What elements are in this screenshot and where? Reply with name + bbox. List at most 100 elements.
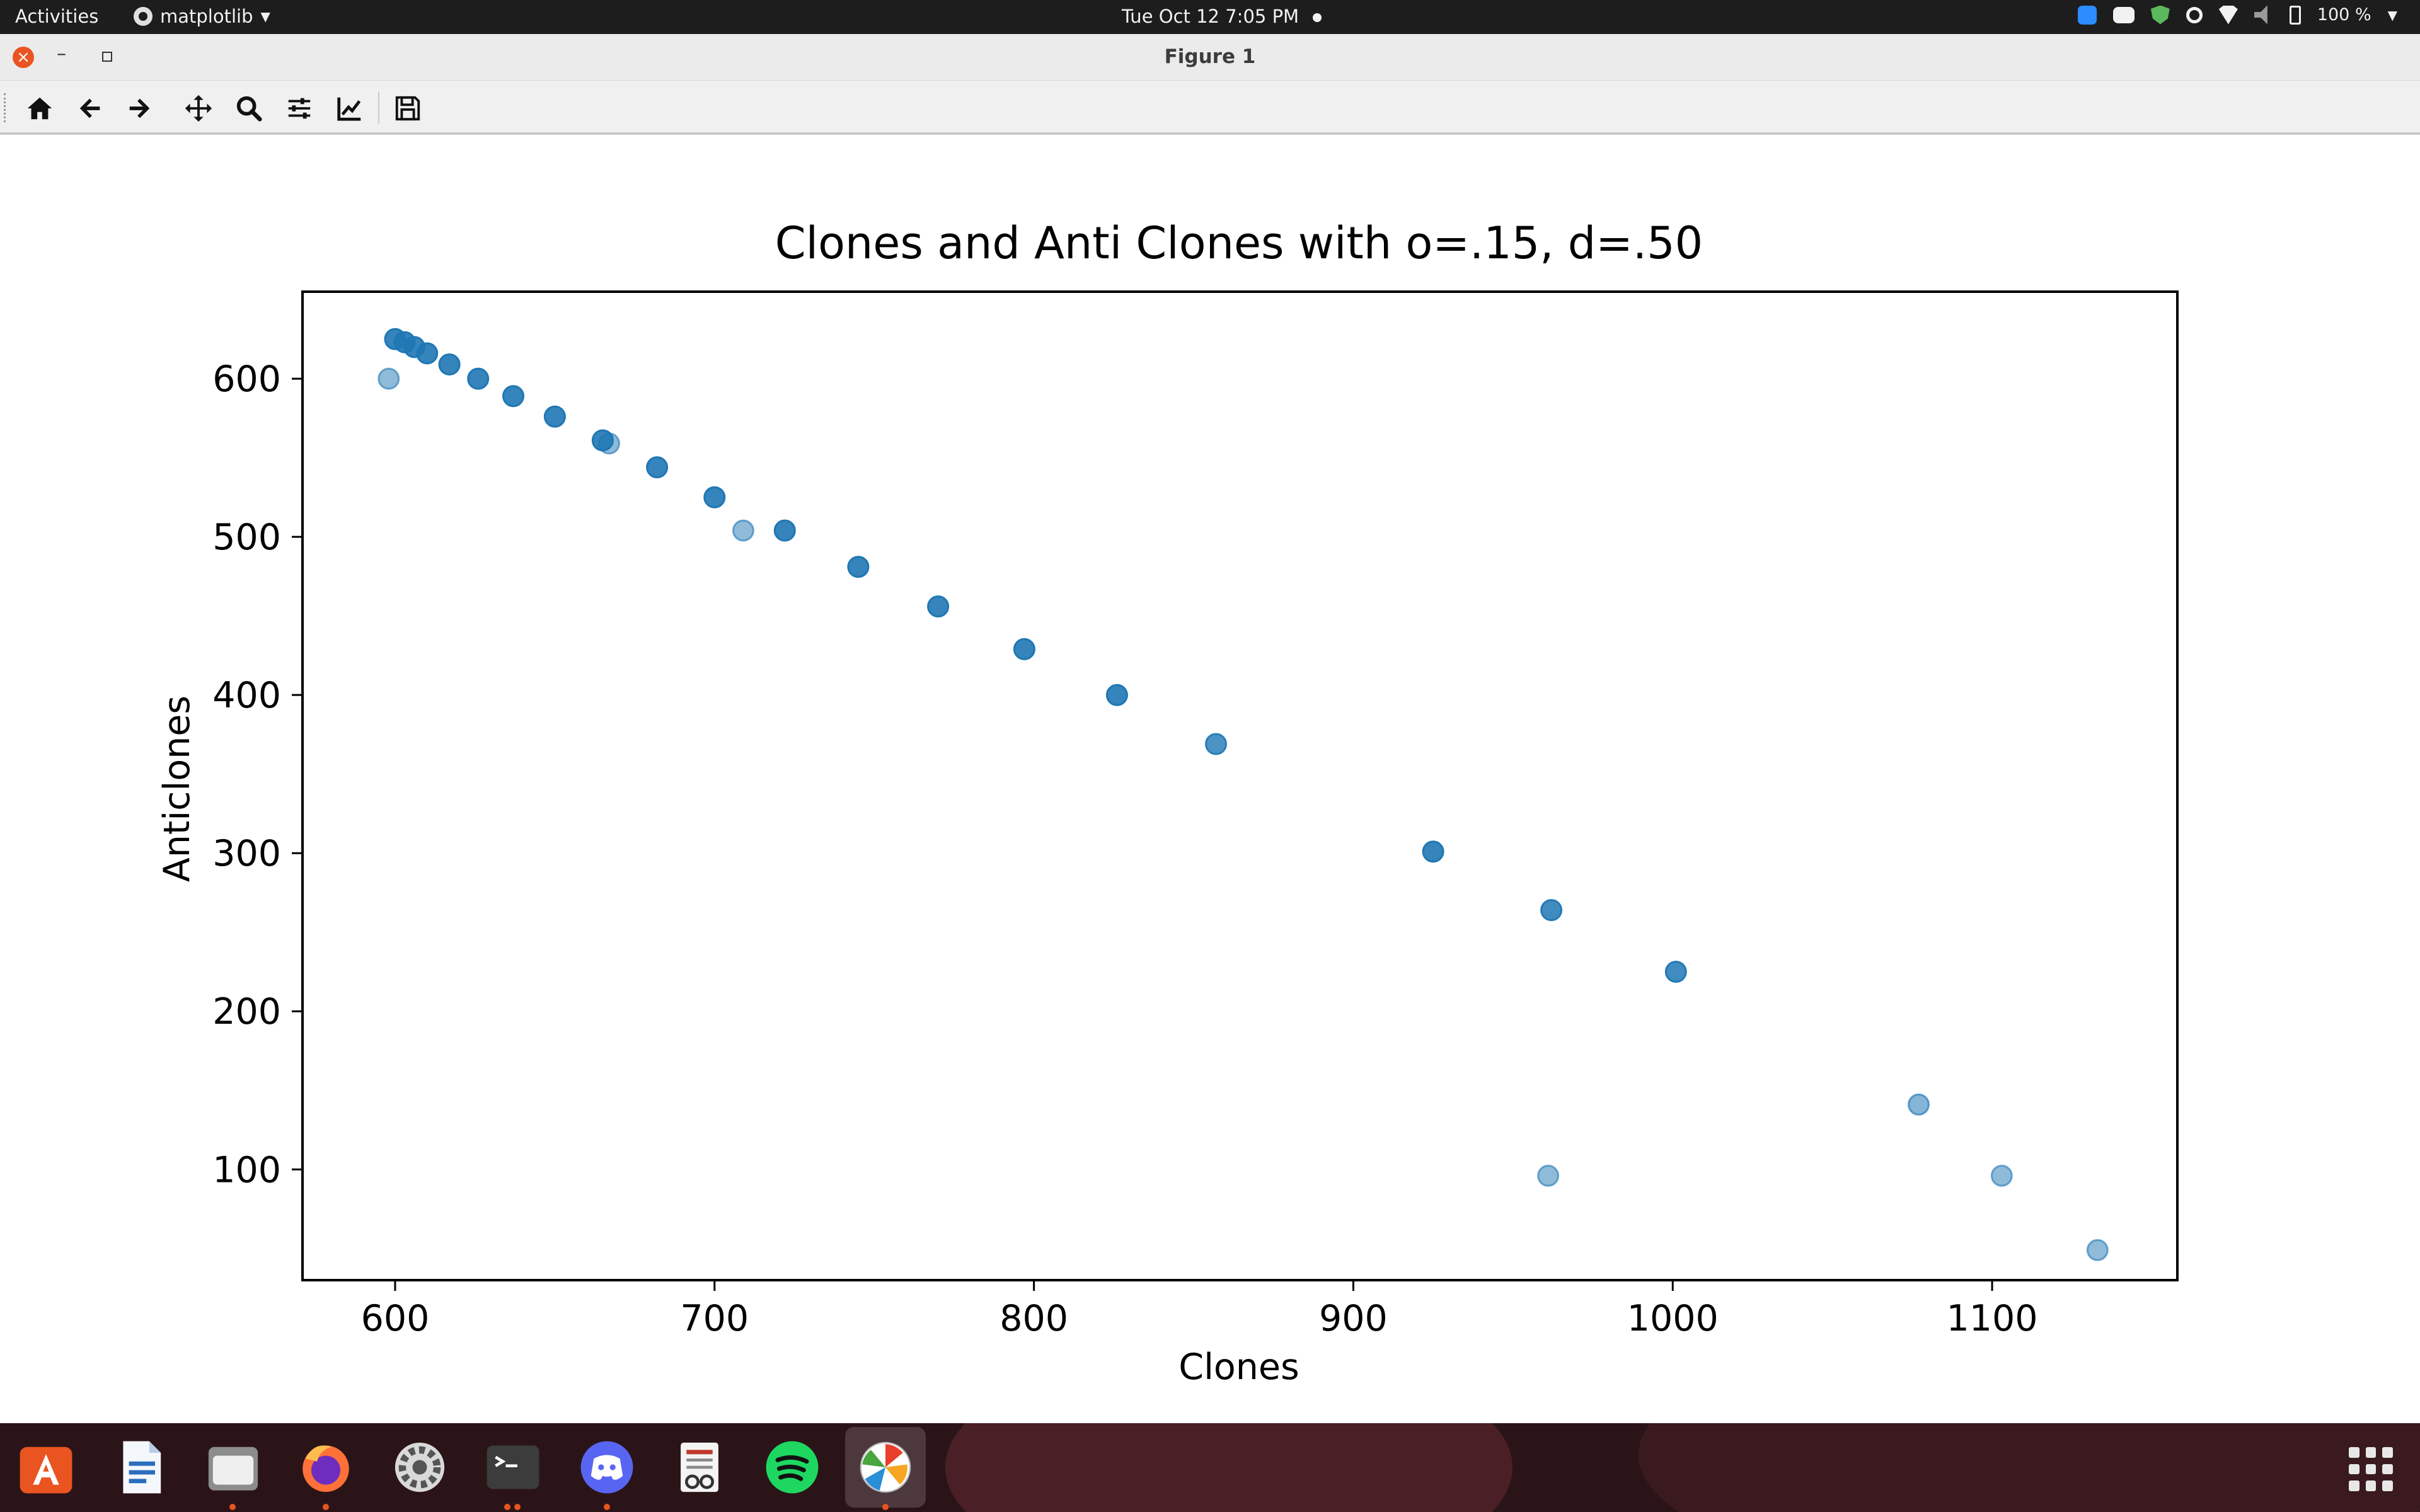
- data-point: [1537, 1164, 1560, 1187]
- settings-icon: [395, 1442, 445, 1492]
- wallpaper-shape: [1639, 1423, 2420, 1512]
- data-point: [703, 486, 726, 508]
- clock[interactable]: Tue Oct 12 7:05 PM: [1122, 6, 1299, 27]
- y-tick-label: 200: [212, 991, 281, 1033]
- dock-item-discord[interactable]: [575, 1436, 638, 1499]
- dock-item-terminal[interactable]: [481, 1436, 544, 1499]
- y-tick-label: 500: [212, 517, 281, 558]
- wifi-icon[interactable]: [2218, 5, 2238, 25]
- pan-icon: [185, 94, 212, 122]
- data-point: [377, 367, 400, 390]
- axes-frame: [301, 290, 2179, 1281]
- back-button[interactable]: [74, 93, 106, 124]
- files-icon: [208, 1446, 258, 1491]
- app-menu-label: matplotlib: [160, 6, 253, 27]
- edit-axis-icon: [337, 97, 361, 121]
- zoom-icon[interactable]: [2077, 5, 2097, 25]
- volume-icon[interactable]: [2254, 5, 2267, 25]
- data-point: [543, 405, 566, 428]
- home-button[interactable]: [24, 93, 55, 124]
- writer-icon: [123, 1441, 161, 1494]
- y-tick-label: 600: [212, 358, 281, 400]
- terminal-icon: [487, 1445, 539, 1489]
- configure-subplots-button[interactable]: [284, 93, 315, 124]
- x-tick-label: 800: [1000, 1298, 1068, 1339]
- maximize-icon[interactable]: [102, 52, 112, 62]
- running-indicator: [323, 1504, 329, 1510]
- dock-item-settings[interactable]: [388, 1436, 451, 1499]
- zoom-button[interactable]: [233, 93, 265, 124]
- app-menu[interactable]: matplotlib ▼: [134, 6, 270, 27]
- window-title-bar[interactable]: × – Figure 1: [0, 34, 2420, 81]
- y-tick-label: 300: [212, 833, 281, 874]
- dock-item-files[interactable]: [202, 1436, 265, 1499]
- data-point: [1540, 899, 1563, 922]
- toolbar-separator: [378, 92, 379, 123]
- x-tick-label: 900: [1319, 1298, 1388, 1339]
- zoom-icon: [236, 96, 262, 122]
- toolbar-grip-icon[interactable]: [4, 93, 8, 122]
- edit-axis-button[interactable]: [334, 93, 366, 124]
- window-title: Figure 1: [1164, 45, 1256, 68]
- data-point: [1664, 961, 1687, 983]
- figure-canvas[interactable]: 600 700 800 900 1000 1100 100 200 300 400 500 600 C…: [0, 135, 2420, 1423]
- minimize-icon[interactable]: –: [57, 43, 66, 65]
- chevron-down-icon[interactable]: ▼: [2387, 7, 2397, 23]
- data-point: [438, 353, 461, 375]
- battery-icon[interactable]: [2289, 5, 2301, 25]
- data-point: [416, 342, 439, 365]
- pan-button[interactable]: [183, 93, 214, 124]
- dock-item-writer[interactable]: [109, 1436, 172, 1499]
- configure-subplots-icon: [288, 98, 311, 119]
- document-viewer-icon: [681, 1442, 718, 1492]
- x-tick-label: 1000: [1627, 1298, 1719, 1339]
- data-point: [732, 519, 754, 542]
- running-indicator: [229, 1504, 236, 1510]
- forward-button[interactable]: [124, 93, 155, 124]
- chart-title: Clones and Anti Clones with o=.15, d=.50: [775, 217, 1703, 269]
- spotify-icon: [766, 1441, 819, 1494]
- y-tick-label: 100: [212, 1149, 281, 1191]
- dock-item-app-store[interactable]: [14, 1436, 78, 1499]
- data-point: [847, 556, 870, 578]
- system-tray[interactable]: 100 % ▼: [2077, 5, 2397, 25]
- y-axis-label: Anticlones: [156, 696, 198, 882]
- data-point: [502, 385, 524, 408]
- x-tick-label: 600: [361, 1298, 430, 1339]
- data-point: [1013, 638, 1035, 660]
- battery-percentage: 100 %: [2317, 5, 2371, 25]
- data-point: [1422, 840, 1444, 863]
- firefox-icon: [302, 1445, 349, 1492]
- running-indicator: [882, 1504, 889, 1510]
- data-point: [598, 432, 620, 455]
- data-point: [2086, 1239, 2109, 1261]
- dock-item-firefox[interactable]: [294, 1436, 357, 1499]
- matplotlib-icon: [134, 7, 153, 26]
- data-point: [1105, 684, 1128, 706]
- data-point: [1205, 733, 1227, 755]
- data-point: [927, 595, 950, 618]
- app-store-icon: [20, 1446, 72, 1494]
- home-icon: [27, 97, 52, 120]
- x-tick-label: 700: [680, 1298, 749, 1339]
- running-indicator: [604, 1504, 610, 1510]
- dock-item-spotify[interactable]: [761, 1436, 824, 1499]
- running-indicator: [504, 1504, 510, 1510]
- show-applications-icon[interactable]: [2349, 1447, 2393, 1491]
- wallpaper-shape: [945, 1423, 1512, 1512]
- dock-item-document-viewer[interactable]: [668, 1436, 731, 1499]
- dock-item-matplotlib[interactable]: [845, 1427, 926, 1508]
- data-point: [646, 456, 669, 479]
- shield-icon[interactable]: [2150, 5, 2170, 25]
- forward-arrow-icon: [129, 98, 150, 118]
- activities-button[interactable]: Activities: [15, 6, 99, 27]
- close-icon[interactable]: ×: [13, 47, 34, 68]
- save-button[interactable]: [392, 93, 424, 124]
- running-indicator: [514, 1504, 521, 1510]
- discord-icon: [580, 1441, 633, 1494]
- matplotlib-icon: [860, 1441, 911, 1493]
- discord-icon[interactable]: [2112, 6, 2135, 23]
- brightness-icon[interactable]: [2186, 6, 2203, 23]
- scatter-chart[interactable]: 600 700 800 900 1000 1100 100 200 300 400 500 600 C…: [0, 135, 2420, 1423]
- data-point: [773, 519, 796, 542]
